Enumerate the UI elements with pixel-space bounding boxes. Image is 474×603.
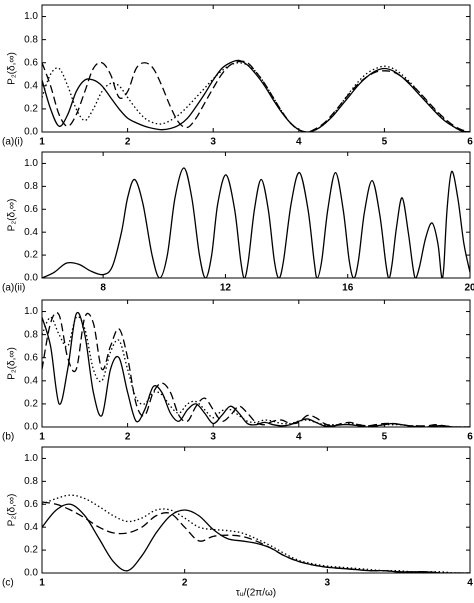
plot-area <box>42 494 470 573</box>
y-tick-label: 0.8 <box>24 181 38 192</box>
line-series <box>42 503 470 573</box>
y-tick-label: 0.2 <box>24 399 38 410</box>
panel-label: (c) <box>2 578 14 589</box>
x-tick-label: 4 <box>296 137 302 148</box>
y-axis-label: P₂(δ,∞) <box>7 347 18 380</box>
y-tick-label: 0.8 <box>24 34 38 45</box>
y-tick-label: 0.4 <box>24 522 38 533</box>
plot-frame <box>41 4 471 133</box>
x-tick-label: 6 <box>467 137 473 148</box>
x-tick-label: 5 <box>382 137 388 148</box>
y-tick-label: 0.2 <box>24 104 38 115</box>
y-tick-label: 0.0 <box>24 127 38 138</box>
y-axis-label: P₂(δ,∞) <box>7 199 18 232</box>
y-tick-label: 1.0 <box>24 306 38 317</box>
y-tick-label: 0.0 <box>24 273 38 284</box>
y-tick-label: 0.4 <box>24 375 38 386</box>
x-tick-label: 3 <box>210 432 216 443</box>
y-tick-label: 0.6 <box>24 352 38 363</box>
line-series <box>42 62 470 132</box>
y-tick-label: 0.8 <box>24 476 38 487</box>
x-tick-label: 4 <box>296 432 302 443</box>
y-tick-label: 0.2 <box>24 250 38 261</box>
plot-frame <box>41 151 471 279</box>
panel-label: (a)(i) <box>2 137 23 148</box>
line-series <box>42 315 470 427</box>
x-axis-label: τᵤ/(2π/ω) <box>236 588 276 599</box>
x-tick-label: 6 <box>467 432 473 443</box>
x-tick-label: 12 <box>220 283 232 294</box>
line-series <box>42 311 470 427</box>
line-series <box>42 60 470 132</box>
y-tick-label: 1.0 <box>24 11 38 22</box>
plot-frame <box>41 299 471 428</box>
plot-frame <box>41 446 471 574</box>
y-tick-label: 0.4 <box>24 227 38 238</box>
y-tick-label: 0.6 <box>24 204 38 215</box>
y-tick-label: 0.6 <box>24 57 38 68</box>
y-axis-label: P₂(δ,∞) <box>7 52 18 85</box>
x-tick-label: 1 <box>39 578 45 589</box>
line-series <box>42 311 470 427</box>
plot-area <box>42 59 470 132</box>
y-tick-label: 0.2 <box>24 545 38 556</box>
y-tick-label: 1.0 <box>24 158 38 169</box>
plot-area <box>42 167 470 278</box>
x-tick-label: 4 <box>467 578 473 589</box>
x-tick-label: 8 <box>100 283 106 294</box>
y-tick-label: 1.0 <box>24 453 38 464</box>
x-tick-label: 2 <box>125 432 131 443</box>
x-tick-label: 3 <box>325 578 331 589</box>
line-series <box>42 501 470 573</box>
panel-label: (b) <box>2 432 14 443</box>
line-series <box>42 494 470 573</box>
x-tick-label: 5 <box>382 432 388 443</box>
x-tick-label: 2 <box>125 137 131 148</box>
x-tick-label: 1 <box>39 137 45 148</box>
x-tick-label: 20 <box>464 283 474 294</box>
y-tick-label: 0.4 <box>24 80 38 91</box>
x-tick-label: 1 <box>39 432 45 443</box>
y-axis-label: P₂(δ,∞) <box>7 494 18 527</box>
y-tick-label: 0.8 <box>24 329 38 340</box>
y-tick-label: 0.6 <box>24 499 38 510</box>
y-tick-label: 0.0 <box>24 422 38 433</box>
x-tick-label: 2 <box>182 578 188 589</box>
x-tick-label: 3 <box>210 137 216 148</box>
panel-label: (a)(ii) <box>2 283 25 294</box>
plot-area <box>42 311 470 427</box>
line-series <box>42 167 470 278</box>
y-tick-label: 0.0 <box>24 568 38 579</box>
x-tick-label: 16 <box>342 283 354 294</box>
